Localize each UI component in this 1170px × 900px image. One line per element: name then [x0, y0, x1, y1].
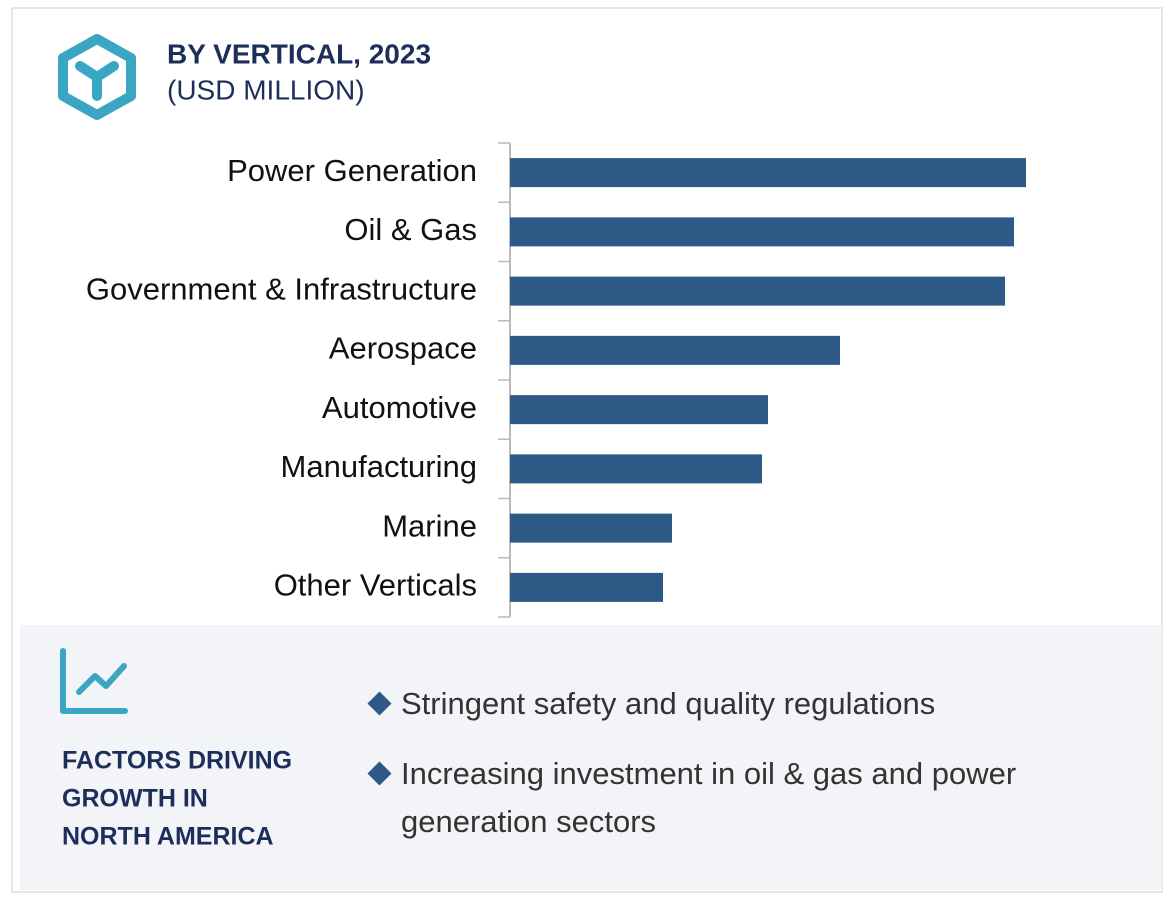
- chart-title: BY VERTICAL, 2023: [167, 38, 431, 69]
- factor-text: Stringent safety and quality regulations: [401, 686, 936, 721]
- factors-title: GROWTH IN: [62, 785, 208, 813]
- factors-title: FACTORS DRIVING: [62, 747, 292, 775]
- y-tick-label: Aerospace: [329, 331, 477, 366]
- bullet: [367, 691, 392, 716]
- bar: [510, 158, 1026, 188]
- y-tick-label: Other Verticals: [274, 568, 477, 603]
- bar: [510, 572, 663, 602]
- y-tick-label: Automotive: [322, 390, 477, 425]
- factor-item: Increasing investment in oil & gas and p…: [365, 750, 1105, 846]
- y-tick-label: Manufacturing: [281, 449, 477, 484]
- bar: [510, 276, 1005, 306]
- bar: [510, 217, 1014, 247]
- chart-subtitle: (USD MILLION): [167, 74, 365, 105]
- bar: [510, 454, 762, 484]
- y-tick-label: Marine: [382, 508, 477, 543]
- bar: [510, 335, 840, 365]
- growth-icon: [60, 648, 128, 714]
- y-tick-label: Oil & Gas: [344, 212, 477, 247]
- factor-list: Stringent safety and quality regulations…: [365, 680, 1105, 868]
- factor-text: Increasing investment in oil & gas and p…: [401, 756, 1017, 839]
- y-tick-label: Power Generation: [227, 153, 477, 188]
- bar: [510, 395, 768, 425]
- factors-panel: [20, 625, 1162, 890]
- y-tick-label: Government & Infrastructure: [86, 271, 477, 306]
- bar: [510, 513, 672, 543]
- cube-icon: [58, 34, 136, 120]
- factors-title: NORTH AMERICA: [62, 823, 274, 851]
- factor-item: Stringent safety and quality regulations: [365, 680, 1105, 728]
- bullet: [367, 761, 392, 786]
